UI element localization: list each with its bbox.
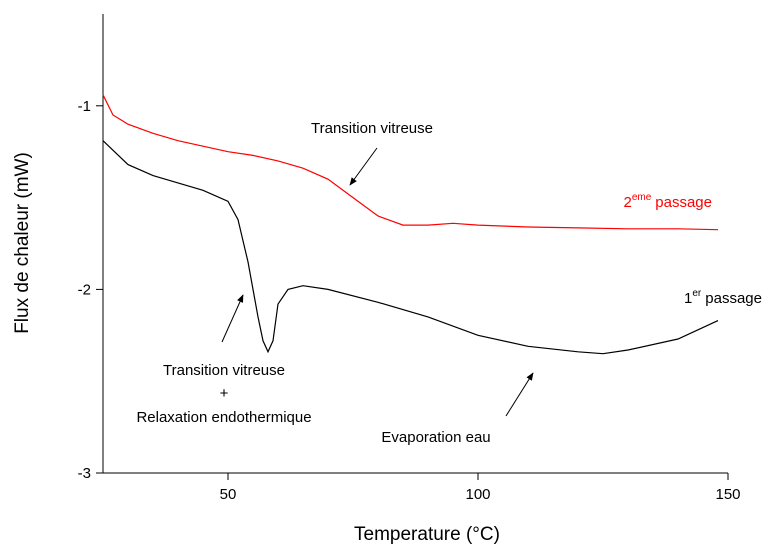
series-line (102, 140, 719, 355)
y-axis-label: Flux de chaleur (mW) (12, 152, 33, 334)
x-axis-label: Temperature (°C) (354, 524, 500, 545)
y-tick-label: -1 (78, 98, 91, 115)
annotation: Transition vitreuse (311, 120, 433, 137)
annotation: Transition vitreuse (163, 362, 285, 379)
x-tick-label: 150 (715, 486, 740, 503)
label-text: passage (655, 194, 712, 211)
label-base: 1 (684, 290, 692, 307)
label-sup: eme (632, 192, 652, 203)
label-text: passage (705, 290, 762, 307)
annotation: Relaxation endothermique (136, 409, 311, 426)
x-tick-label: 50 (220, 486, 237, 503)
annotation: Evaporation eau (381, 429, 490, 446)
label-base: 2 (623, 194, 631, 211)
x-tick-label: 100 (465, 486, 490, 503)
series-line (102, 94, 719, 231)
y-tick-label: -3 (78, 465, 91, 482)
series-label: 1er passage (684, 288, 762, 307)
arrow (221, 294, 244, 343)
arrow (349, 147, 378, 186)
series-label: 2eme passage (623, 192, 712, 211)
arrow (505, 372, 534, 417)
label-sup: er (692, 288, 702, 299)
annotation: + (220, 385, 229, 402)
y-tick-label: -2 (78, 281, 91, 298)
